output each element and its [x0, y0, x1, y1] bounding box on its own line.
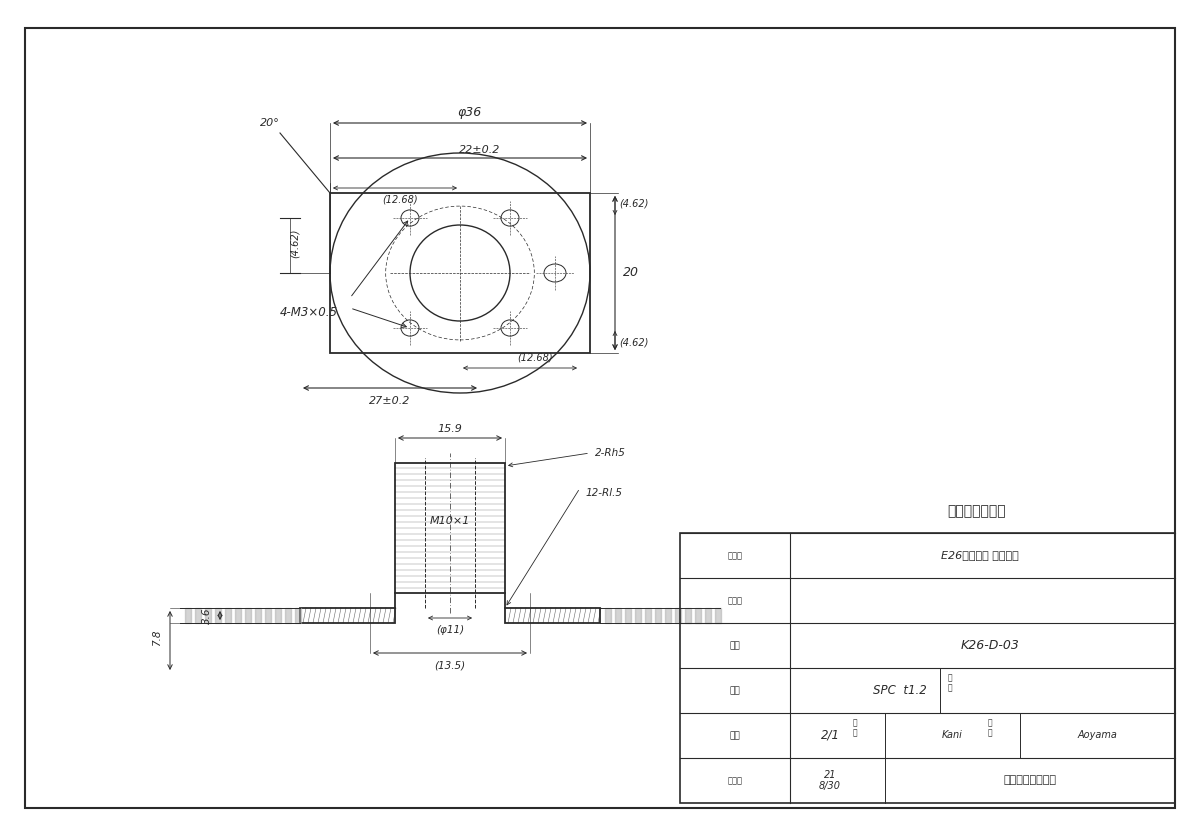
Text: 2-Rh5: 2-Rh5 — [595, 448, 626, 458]
Text: 2/1: 2/1 — [821, 729, 840, 742]
Polygon shape — [605, 608, 611, 623]
Text: Kani: Kani — [942, 731, 962, 741]
Polygon shape — [646, 608, 650, 623]
Text: 21
8/30: 21 8/30 — [818, 770, 841, 791]
Text: 12-Rl.5: 12-Rl.5 — [586, 488, 622, 498]
Text: 20: 20 — [623, 267, 640, 280]
Polygon shape — [226, 608, 230, 623]
Bar — [330, 193, 590, 353]
Text: 22±0.2: 22±0.2 — [460, 145, 500, 155]
Polygon shape — [265, 608, 271, 623]
Bar — [300, 608, 395, 623]
Polygon shape — [286, 608, 292, 623]
Text: 3.6: 3.6 — [202, 607, 212, 624]
Bar — [395, 463, 505, 593]
Text: 4-M3×0.5: 4-M3×0.5 — [280, 307, 338, 320]
Text: 設
計: 設 計 — [853, 718, 857, 737]
Text: 図番: 図番 — [730, 641, 740, 650]
Text: M10×1: M10×1 — [430, 516, 470, 526]
Polygon shape — [215, 608, 221, 623]
Text: K26-D-03: K26-D-03 — [960, 639, 1020, 652]
Text: 部品名: 部品名 — [727, 596, 743, 605]
Text: (4.62): (4.62) — [619, 338, 648, 348]
Text: φ36: φ36 — [458, 106, 482, 119]
Text: E26ソケット 取付金具: E26ソケット 取付金具 — [941, 551, 1019, 561]
Text: (12.68): (12.68) — [517, 353, 553, 363]
Polygon shape — [194, 608, 202, 623]
Bar — [505, 608, 600, 623]
Polygon shape — [695, 608, 701, 623]
Text: Aoyama: Aoyama — [1078, 731, 1117, 741]
Bar — [680, 533, 1175, 803]
Polygon shape — [616, 608, 622, 623]
Polygon shape — [655, 608, 661, 623]
Polygon shape — [295, 608, 301, 623]
Text: 作成日: 作成日 — [727, 776, 743, 785]
Text: 20°: 20° — [260, 118, 280, 128]
Text: (4.62): (4.62) — [290, 228, 300, 257]
Polygon shape — [674, 608, 682, 623]
Text: 15.9: 15.9 — [438, 424, 462, 434]
Text: 員
数: 員 数 — [948, 673, 953, 692]
Text: 材質: 材質 — [730, 686, 740, 695]
Text: (12.68): (12.68) — [382, 195, 418, 205]
Polygon shape — [185, 608, 191, 623]
Polygon shape — [625, 608, 631, 623]
Polygon shape — [715, 608, 721, 623]
Text: 27±0.2: 27±0.2 — [370, 396, 410, 406]
Polygon shape — [235, 608, 241, 623]
Text: クロメート処理: クロメート処理 — [948, 504, 1007, 518]
Polygon shape — [275, 608, 281, 623]
Text: (13.5): (13.5) — [434, 660, 466, 670]
Text: 尺度: 尺度 — [730, 731, 740, 740]
Text: (4.62): (4.62) — [619, 198, 648, 208]
Text: (φ11): (φ11) — [436, 625, 464, 635]
Text: 青山電陶株式会社: 青山電陶株式会社 — [1003, 776, 1056, 786]
Polygon shape — [665, 608, 671, 623]
Polygon shape — [256, 608, 262, 623]
Polygon shape — [205, 608, 211, 623]
Polygon shape — [245, 608, 251, 623]
Text: SPC  t1.2: SPC t1.2 — [874, 684, 926, 697]
Text: 製品名: 製品名 — [727, 551, 743, 560]
Polygon shape — [706, 608, 710, 623]
Polygon shape — [635, 608, 641, 623]
Text: 7.8: 7.8 — [152, 630, 162, 646]
Polygon shape — [685, 608, 691, 623]
Text: 検
図: 検 図 — [988, 718, 992, 737]
